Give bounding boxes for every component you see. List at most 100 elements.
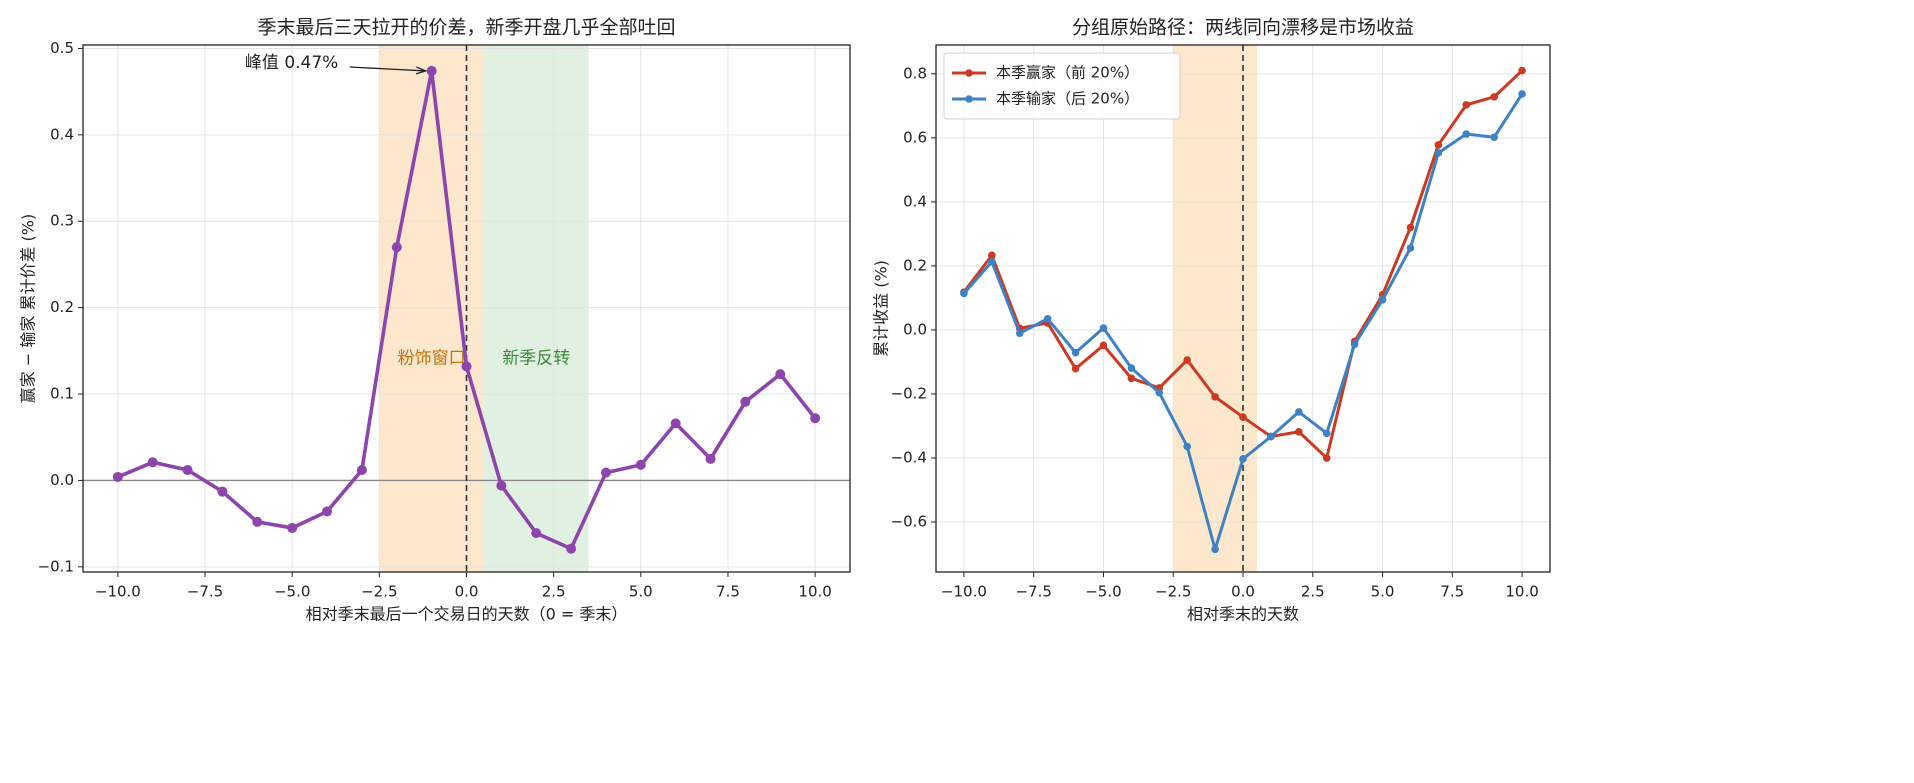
x-tick-label: 10.0 [1505,583,1538,601]
data-point [217,486,228,497]
x-tick-label: 0.0 [1231,583,1255,601]
y-tick-label: 0.3 [50,212,74,230]
data-point [635,459,646,470]
legend-marker [965,95,973,103]
x-tick-label: 7.5 [716,583,740,601]
x-tick-label: 2.5 [1301,583,1325,601]
x-tick-label: −5.0 [274,583,310,601]
x-tick-label: −2.5 [1155,583,1191,601]
shaded-span [379,45,484,572]
data-point [600,467,611,478]
x-tick-label: 5.0 [1371,583,1395,601]
x-axis-label: 相对季末最后一个交易日的天数（0 = 季末） [306,605,628,624]
y-tick-label: 0.0 [903,320,927,338]
data-point [775,369,786,380]
y-tick-label: 0.2 [50,298,74,316]
y-tick-label: 0.4 [903,192,927,210]
data-point [356,465,367,476]
data-point [1211,393,1219,401]
data-point [252,516,263,527]
data-point [988,251,996,260]
data-point [1295,427,1303,436]
span-label: 粉饰窗口 [398,349,466,369]
data-point [1211,545,1219,554]
data-point [1183,356,1191,364]
data-point [1239,413,1247,421]
data-point [670,418,681,429]
data-point [1043,314,1052,323]
data-point [1099,341,1108,350]
data-point [1490,133,1498,142]
y-tick-label: 0.0 [50,471,74,489]
data-point [1071,348,1080,357]
x-tick-label: 2.5 [542,583,566,601]
data-point [1406,244,1415,252]
plot-frame [82,44,851,573]
x-tick-label: −5.0 [1085,583,1121,601]
y-tick-label: 0.8 [903,64,927,82]
data-point [1434,149,1443,157]
data-point [1183,442,1191,451]
data-point [112,471,123,482]
data-point [1071,364,1080,373]
data-point [1518,66,1526,75]
y-tick-label: −0.1 [38,557,74,575]
data-point [1155,388,1164,397]
data-point [810,413,821,424]
span-label: 新季反转 [502,349,570,369]
legend-marker [965,69,973,77]
arrow-head [415,66,428,75]
annotation-text: 峰值 0.47% [245,53,338,73]
data-point [147,457,158,468]
data-point [1462,130,1471,138]
data-point [461,361,472,372]
legend-label: 本季赢家（前 20%） [996,64,1139,82]
y-tick-label: 0.5 [50,39,74,57]
y-axis-label: 累计收益 (%) [872,260,891,357]
data-point [322,506,333,517]
data-point [1322,454,1331,462]
data-point [1099,324,1108,332]
shaded-span [483,45,589,572]
chart-title: 分组原始路径：两线同向漂移是市场收益 [1072,17,1414,39]
y-tick-label: −0.6 [891,513,927,531]
y-tick-label: 0.1 [50,385,74,403]
data-point [426,65,437,76]
data-point [566,543,577,554]
x-tick-label: 0.0 [455,583,479,601]
legend-label: 本季输家（后 20%） [996,90,1139,108]
data-point [1434,141,1443,149]
data-point [531,528,542,539]
x-axis-label: 相对季末的天数 [1187,605,1299,624]
data-point [705,453,716,464]
x-tick-label: 10.0 [798,583,831,601]
x-tick-label: −7.5 [187,583,223,601]
shaded-span [1173,45,1257,572]
y-tick-label: 0.2 [903,256,927,274]
data-point [1127,374,1136,383]
x-tick-label: 5.0 [629,583,653,601]
data-point [1295,408,1303,416]
y-tick-label: −0.2 [891,384,927,402]
x-tick-label: 7.5 [1440,583,1464,601]
y-tick-label: 0.4 [50,125,74,143]
annotation-arrow [349,66,426,72]
data-point [1406,223,1415,232]
legend-box [943,52,1181,120]
data-point [287,522,298,533]
data-point [1350,340,1359,349]
x-tick-label: −10.0 [941,583,987,601]
data-point [182,465,193,476]
data-point [1127,364,1136,372]
data-point [1378,296,1387,304]
data-point [988,257,996,266]
y-tick-label: −0.4 [891,449,927,467]
data-point [1239,455,1247,463]
data-point [1322,429,1331,438]
x-tick-label: −7.5 [1015,583,1051,601]
data-point [960,289,968,298]
chart-title: 季末最后三天拉开的价差，新季开盘几乎全部吐回 [257,17,675,39]
data-point [391,242,402,253]
x-tick-label: −10.0 [95,583,141,601]
